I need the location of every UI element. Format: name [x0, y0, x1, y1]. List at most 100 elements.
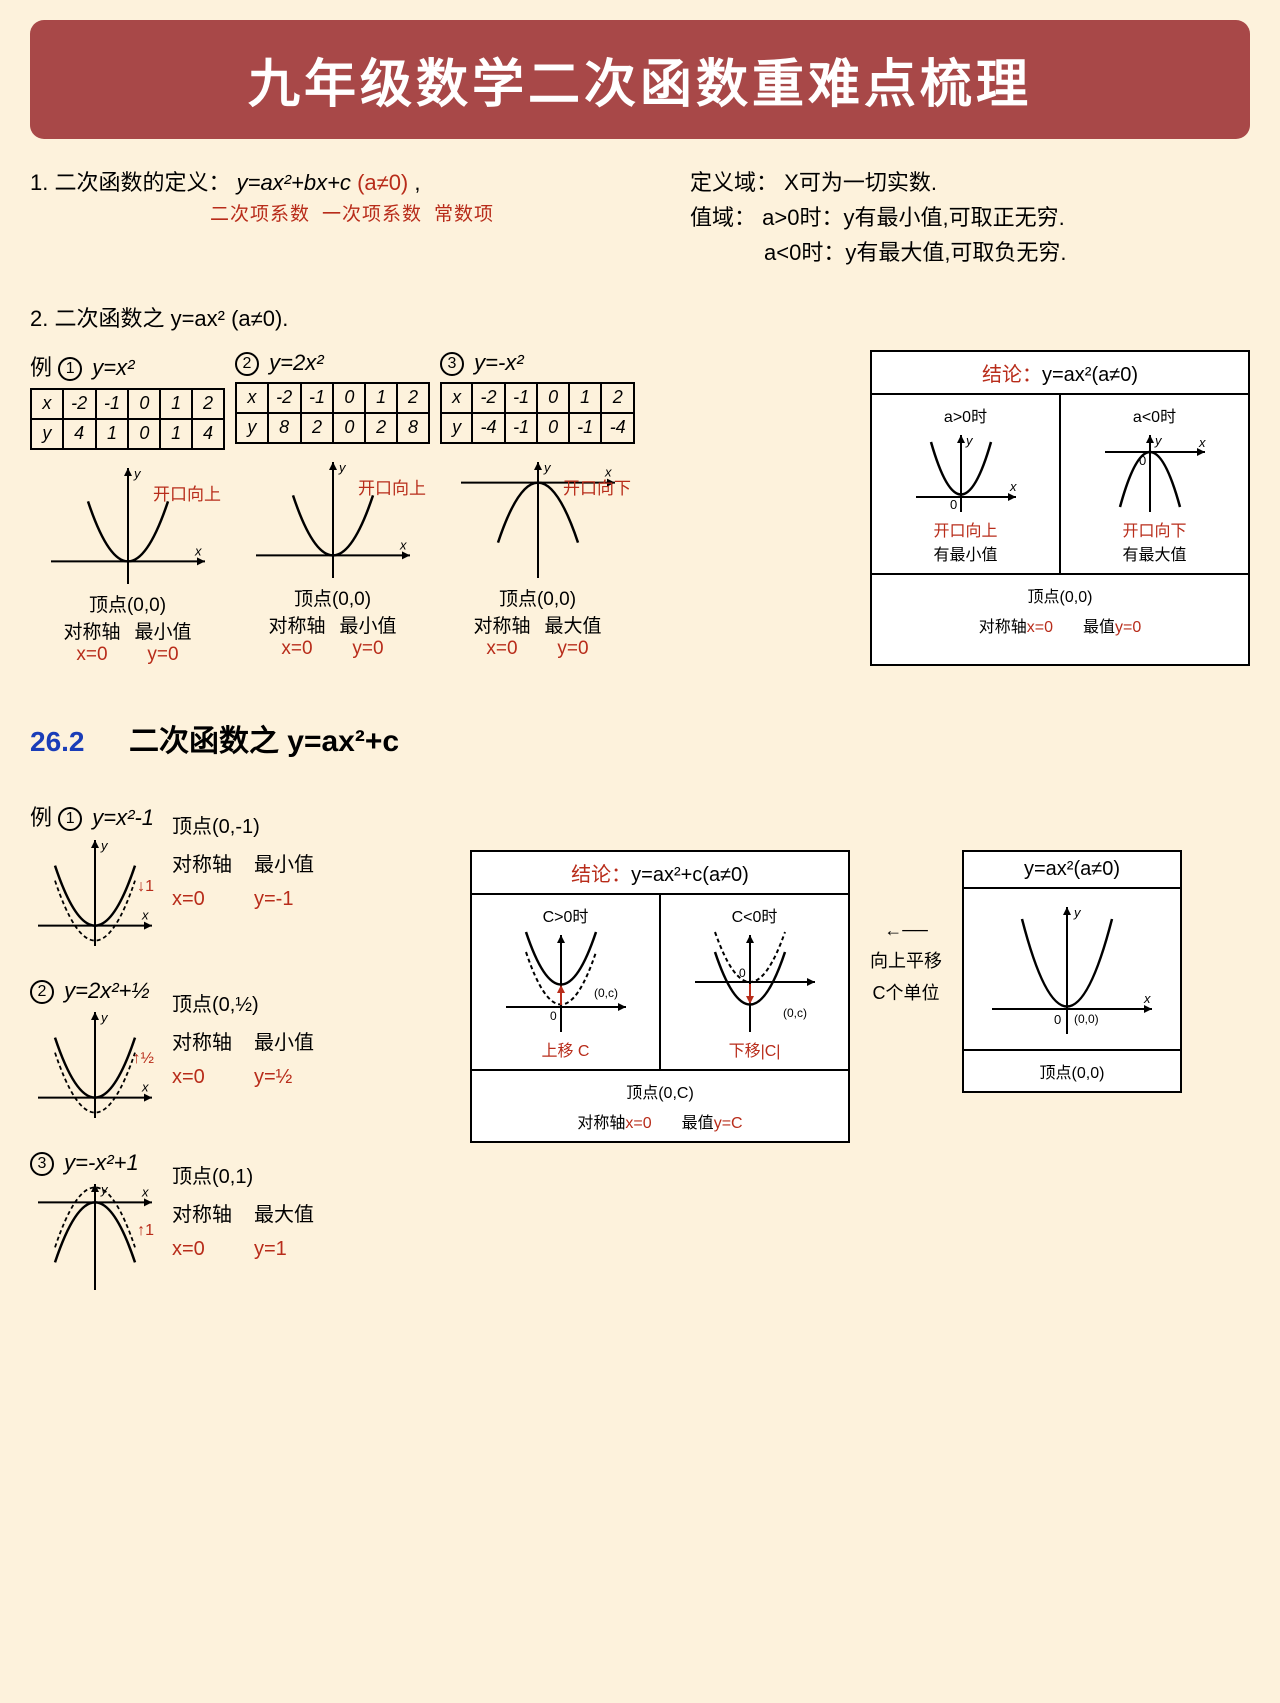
range-label: 值域：	[690, 205, 756, 230]
example-number: 2	[235, 352, 259, 376]
example-eq: y=2x²	[269, 350, 323, 375]
ext-label: 最小值	[254, 854, 314, 876]
example-col: 例 1 y=x² x-2-1012y41014 y x 开口向上 顶点(0,0)…	[30, 350, 225, 666]
vertex-label: 顶点(0,0)	[235, 584, 430, 611]
domain-text: X可为一切实数.	[784, 170, 937, 195]
svg-text:(0,0): (0,0)	[1074, 1012, 1099, 1026]
svg-text:0: 0	[1139, 453, 1146, 468]
ext-label: 最小值	[340, 616, 397, 637]
concl-title-eq: y=ax²(a≠0)	[1042, 364, 1138, 386]
open-direction: 开口向上	[358, 474, 426, 499]
source-box: y=ax²(a≠0) 0yx (0,0) 顶点(0,0)	[962, 850, 1182, 1093]
ext-value: y=1	[254, 1238, 287, 1260]
def-prefix: 1. 二次函数的定义：	[30, 170, 230, 195]
sec-title: 二次函数之 y=ax²+c	[129, 725, 399, 758]
ext-value: y=-1	[254, 888, 293, 910]
page-title: 九年级数学二次函数重难点梳理	[30, 20, 1250, 139]
shift-label: ↓1	[137, 878, 154, 896]
example-col: 2 y=2x² x-2-1012y82028 y x 开口向上 顶点(0,0) …	[235, 350, 430, 660]
concl2-bottom-axis-val: x=0	[625, 1115, 651, 1132]
concl-right-open: 开口向下	[1067, 517, 1242, 541]
svg-text:y: y	[338, 460, 347, 475]
svg-text:y: y	[543, 460, 552, 475]
shift-up-icon: 0 (0,c)	[496, 927, 636, 1037]
example-col: 3 y=-x² x-2-1012y-4-10-1-4 y x 开口向下 顶点(0…	[440, 350, 635, 660]
concl2-bottom-vertex: 顶点(0,C)	[478, 1079, 842, 1103]
svg-text:x: x	[141, 1185, 149, 1200]
axis-value: x=0	[281, 638, 312, 659]
svg-text:y: y	[100, 1010, 109, 1025]
svg-text:y: y	[100, 838, 109, 853]
label-coef-b: 一次项系数	[322, 200, 422, 230]
svg-text:x: x	[1198, 435, 1206, 450]
axis-value: x=0	[486, 638, 517, 659]
open-direction: 开口向下	[563, 474, 631, 499]
example-number: 2	[30, 980, 54, 1004]
example-item: 例 1 y=x²-1 y x ↓1 顶点(0,-1) 对称轴x=0 最小值y=-…	[30, 800, 450, 952]
concl-left-cond: a>0时	[878, 403, 1053, 427]
example-eq: y=2x²+½	[64, 978, 150, 1003]
ext-value: y=0	[352, 638, 383, 659]
value-table: x-2-1012y-4-10-1-4	[440, 382, 635, 444]
axis-label: 对称轴	[268, 616, 325, 637]
example-eq: y=x²	[92, 355, 134, 380]
ext-label: 最小值	[135, 622, 192, 643]
svg-text:y: y	[100, 1182, 109, 1197]
ext-value: y=½	[254, 1066, 292, 1088]
svg-text:x: x	[399, 537, 407, 552]
svg-text:y: y	[1154, 433, 1163, 448]
example-number: 3	[440, 352, 464, 376]
concl2-left-cond: C>0时	[478, 903, 653, 927]
vertex-label: 顶点(0,0)	[440, 584, 635, 611]
range-line1: a>0时：y有最小值,可取正无穷.	[762, 205, 1065, 230]
label-coef-c: 常数项	[434, 200, 494, 230]
svg-text:y: y	[1073, 905, 1082, 920]
svg-text:0: 0	[950, 497, 957, 512]
open-direction: 开口向上	[153, 480, 221, 505]
concl2-title-eq: y=ax²+c(a≠0)	[631, 864, 749, 886]
parabola-down-icon: 0y x	[1095, 427, 1215, 517]
svg-text:0: 0	[739, 966, 746, 980]
axis-label: 对称轴	[172, 1032, 232, 1054]
vertex-label: 顶点(0,0)	[30, 590, 225, 617]
concl-bottom-ext-val: y=0	[1115, 619, 1141, 636]
concl2-bottom-ext-lbl: 最值	[682, 1115, 714, 1132]
source-eq: y=ax²(a≠0)	[964, 852, 1180, 889]
sec-ax2-heading: 2. 二次函数之 y=ax² (a≠0).	[30, 301, 1250, 336]
example-number: 3	[30, 1152, 54, 1176]
example-eq: y=-x²+1	[64, 1150, 139, 1175]
example-eq: y=x²-1	[92, 805, 154, 830]
sec-number: 26.2	[30, 726, 85, 757]
svg-text:y: y	[133, 466, 142, 481]
svg-text:x: x	[1009, 479, 1017, 494]
axis-label: 对称轴	[63, 622, 120, 643]
concl-bottom-vertex: 顶点(0,0)	[878, 583, 1242, 607]
example-item: 2 y=2x²+½ y x ↑½ 顶点(0,½) 对称轴x=0 最小值y=½	[30, 978, 450, 1124]
svg-text:x: x	[1143, 991, 1151, 1006]
shift-down-icon: 0(0,c)	[685, 927, 825, 1037]
vertex-label: 顶点(0,½)	[172, 988, 432, 1022]
svg-text:(0,c): (0,c)	[594, 986, 618, 1000]
shift-label: ↑½	[133, 1050, 154, 1068]
svg-text:x: x	[141, 907, 149, 922]
ext-label: 最大值	[545, 616, 602, 637]
parabola-up-icon: 0yx	[906, 427, 1026, 517]
ext-value: y=0	[147, 644, 178, 665]
concl-left-open: 开口向上	[878, 517, 1053, 541]
axis-value: x=0	[172, 1238, 205, 1260]
examples-row: 例 1 y=x² x-2-1012y41014 y x 开口向上 顶点(0,0)…	[30, 350, 842, 666]
concl-bottom-axis-val: x=0	[1027, 619, 1053, 636]
concl2-left-note: 上移 C	[478, 1037, 653, 1061]
svg-text:0: 0	[550, 1009, 557, 1023]
def-formula: y=ax²+bx+c	[237, 170, 351, 195]
example-label: 例	[30, 355, 52, 380]
example-number: 1	[58, 807, 82, 831]
concl2-right-cond: C<0时	[667, 903, 842, 927]
concl2-title-pre: 结论：	[571, 864, 631, 886]
example-item: 3 y=-x²+1 y x ↑1 顶点(0,1) 对称轴x=0 最大值y=1	[30, 1150, 450, 1296]
svg-text:0: 0	[1054, 1012, 1061, 1027]
vertex-label: 顶点(0,-1)	[172, 810, 432, 844]
example-eq: y=-x²	[474, 350, 524, 375]
ext-label: 最大值	[254, 1204, 314, 1226]
concl2-bottom-ext-val: y=C	[714, 1115, 743, 1132]
